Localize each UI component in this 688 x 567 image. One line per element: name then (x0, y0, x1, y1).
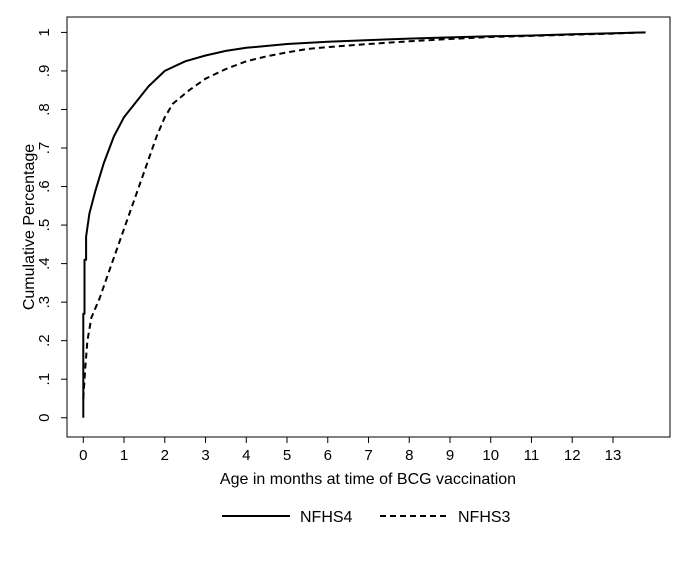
x-tick-label: 9 (446, 447, 454, 464)
x-tick-label: 13 (605, 447, 622, 464)
x-tick-label: 2 (161, 447, 169, 464)
y-axis: 0 .1 .2 .3 .4 .5 .6 .7 .8 .9 1 (36, 28, 67, 422)
x-axis-label: Age in months at time of BCG vaccination (220, 471, 516, 488)
x-tick-label: 7 (364, 447, 372, 464)
legend-label: NFHS4 (300, 509, 353, 526)
series-line-nfhs3 (82, 31, 646, 399)
series-lines (82, 31, 646, 418)
y-tick-label: 0 (36, 414, 53, 422)
x-tick-label: 1 (120, 447, 128, 464)
series-line-nfhs4 (82, 31, 646, 418)
legend: NFHS4 NFHS3 (222, 509, 511, 526)
x-tick-label: 0 (79, 447, 87, 464)
y-tick-label: .1 (36, 373, 53, 386)
x-tick-label: 12 (564, 447, 581, 464)
y-tick-label: .6 (36, 180, 53, 193)
legend-label: NFHS3 (458, 509, 511, 526)
y-tick-label: .2 (36, 334, 53, 347)
y-tick-label: .7 (36, 142, 53, 155)
x-tick-label: 10 (482, 447, 499, 464)
y-axis-label: Cumulative Percentage (21, 144, 38, 310)
x-axis: 0 1 2 3 4 5 6 7 8 9 10 11 12 13 (79, 437, 621, 464)
plot-frame (66, 16, 671, 438)
x-tick-label: 4 (242, 447, 250, 464)
y-tick-label: .3 (36, 296, 53, 309)
x-tick-label: 6 (324, 447, 332, 464)
x-tick-label: 11 (524, 447, 540, 464)
x-tick-label: 5 (283, 447, 291, 464)
y-tick-label: .9 (36, 65, 53, 78)
y-tick-label: 1 (36, 28, 53, 36)
y-tick-label: .4 (36, 257, 53, 270)
x-tick-label: 3 (201, 447, 209, 464)
x-tick-label: 8 (405, 447, 413, 464)
y-tick-label: .5 (36, 219, 53, 232)
y-tick-label: .8 (36, 103, 53, 116)
